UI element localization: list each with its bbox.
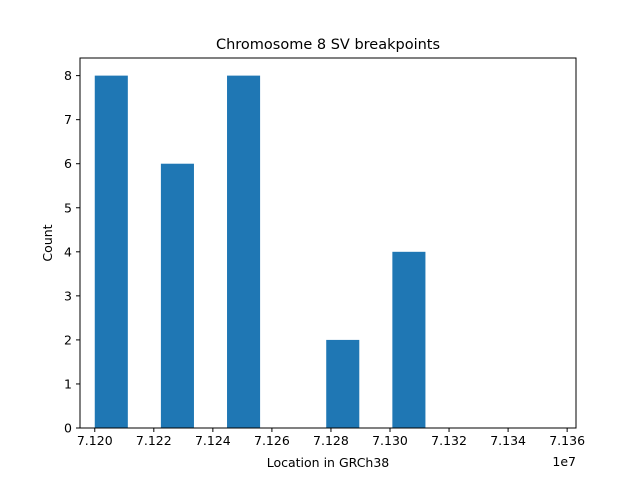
y-tick-label-0: 0	[64, 421, 72, 436]
y-tick-label-6: 6	[64, 156, 72, 171]
x-axis-label: Location in GRCh38	[267, 455, 390, 470]
y-tick-label-4: 4	[64, 244, 72, 259]
y-axis-label: Count	[40, 224, 55, 261]
y-tick-label-3: 3	[64, 288, 72, 303]
y-tick-label-7: 7	[64, 112, 72, 127]
x-tick-label-0: 7.120	[77, 433, 113, 448]
y-tick-label-8: 8	[64, 68, 72, 83]
histogram-bar-8	[392, 251, 426, 428]
x-tick-label-4: 7.128	[313, 433, 349, 448]
histogram-bar-2	[160, 163, 194, 428]
histogram-bar-6	[326, 339, 360, 428]
chart-title: Chromosome 8 SV breakpoints	[216, 37, 440, 53]
plot-area-frame	[79, 57, 577, 429]
y-tick-label-5: 5	[64, 200, 72, 215]
bars-group	[94, 75, 426, 428]
y-axis: 0 1 2 3 4 5 6 7 8	[64, 68, 80, 436]
y-tick-label-1: 1	[64, 376, 72, 391]
histogram-bar-0	[94, 75, 128, 428]
x-tick-label-6: 7.132	[431, 433, 467, 448]
x-tick-label-2: 7.124	[195, 433, 231, 448]
x-axis: 7.120 7.122 7.124 7.126 7.128 7.130 7.132 7.134…	[77, 428, 585, 448]
x-tick-label-8: 7.136	[549, 433, 585, 448]
x-tick-label-5: 7.130	[372, 433, 408, 448]
y-tick-label-2: 2	[64, 332, 72, 347]
x-tick-label-1: 7.122	[136, 433, 172, 448]
histogram-bar-4	[227, 75, 261, 428]
x-tick-label-7: 7.134	[490, 433, 526, 448]
x-tick-label-3: 7.126	[254, 433, 290, 448]
x-axis-offset-label: 1e7	[552, 454, 576, 469]
